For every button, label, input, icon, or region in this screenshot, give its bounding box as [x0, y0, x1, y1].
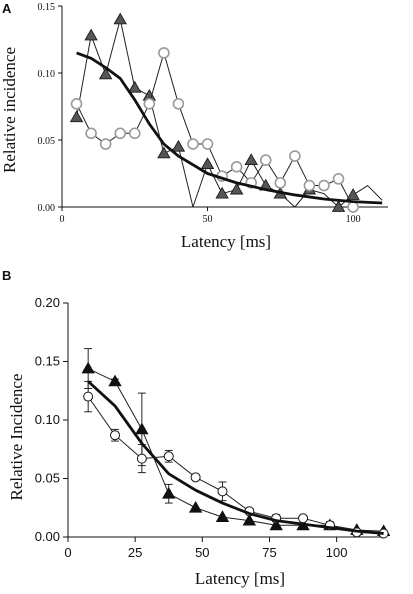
x-tick-label: 25 — [128, 545, 142, 560]
circle-point — [332, 173, 345, 185]
triangle-point — [84, 28, 98, 41]
y-tick-label: 0.05 — [38, 136, 56, 147]
panel-a-letter: A — [2, 1, 12, 16]
triangle-point — [113, 12, 127, 25]
circle-point — [163, 451, 174, 462]
panel-a-axes: 0.00 0.05 0.10 0.15 0 50 100 — [38, 2, 388, 225]
panel-b-letter: B — [2, 268, 11, 283]
circle-point — [289, 150, 301, 162]
circle-point — [201, 138, 214, 150]
circle-point — [128, 127, 141, 140]
triangle-point — [171, 139, 186, 152]
triangle-point — [331, 200, 346, 212]
panel-b-axes: 0.00 0.05 0.10 0.15 0.20 0 25 50 75 100 — [35, 295, 385, 560]
triangle-point — [108, 374, 122, 387]
circle-point — [217, 486, 228, 497]
circle-point — [318, 179, 330, 192]
circle-point — [274, 177, 287, 189]
y-tick-label: 0.15 — [35, 354, 60, 369]
triangle-point — [200, 157, 215, 170]
triangle-point — [162, 486, 176, 499]
triangle-point — [188, 500, 203, 513]
triangle-point — [98, 67, 113, 80]
triangle-point — [242, 513, 257, 526]
circle-point — [136, 453, 147, 464]
triangle-point — [69, 110, 84, 123]
triangle-point — [346, 188, 360, 200]
circle-point — [70, 98, 83, 110]
y-tick-label: 0.10 — [35, 412, 60, 427]
circle-point — [158, 47, 170, 59]
triangle-point — [244, 153, 258, 165]
x-tick-label: 0 — [64, 545, 71, 560]
circle-point — [187, 138, 199, 150]
x-tick-label: 75 — [262, 545, 276, 560]
y-tick-label: 0.20 — [35, 295, 60, 310]
circle-point — [83, 391, 94, 402]
circle-series-line — [87, 396, 384, 534]
panel-a-plot-area — [69, 12, 383, 213]
y-tick-label: 0.00 — [38, 203, 56, 214]
fit-curve — [87, 380, 384, 535]
circle-point — [172, 98, 185, 110]
y-tick-label: 0.00 — [35, 529, 60, 544]
circle-point — [85, 127, 97, 140]
panel-b-x-axis-label: Latency [ms] — [195, 569, 285, 588]
triangle-point — [229, 182, 244, 195]
circle-point — [114, 127, 127, 140]
triangle-point — [81, 361, 95, 374]
panel-a: A 0.00 0.05 0.10 0.15 0 50 100 Latency [ms] Re… — [0, 1, 388, 251]
triangle-point — [128, 80, 142, 93]
triangle-point — [135, 422, 149, 435]
y-tick-label: 0.10 — [38, 69, 56, 80]
fit-curve — [76, 51, 383, 205]
triangle-point — [157, 146, 171, 159]
x-tick-label: 0 — [60, 214, 65, 225]
y-tick-label: 0.15 — [38, 2, 56, 13]
x-tick-label: 50 — [195, 545, 209, 560]
triangle-point — [215, 186, 229, 199]
panel-a-x-axis-label: Latency [ms] — [181, 232, 271, 251]
circle-point — [298, 513, 309, 524]
circle-point — [143, 98, 156, 110]
y-tick-label: 0.05 — [35, 471, 60, 486]
circle-point — [110, 430, 121, 441]
triangle-point — [215, 510, 230, 523]
circle-point — [190, 472, 201, 483]
panel-b-plot-area — [81, 348, 391, 539]
x-tick-label: 100 — [346, 214, 361, 225]
panel-a-y-axis-label: Relative incidence — [0, 47, 19, 173]
circle-point — [259, 154, 272, 166]
x-tick-label: 100 — [326, 545, 348, 560]
circle-point — [347, 201, 359, 213]
x-tick-label: 50 — [203, 214, 213, 225]
panel-b-y-axis-label: Relative Incidence — [7, 374, 26, 501]
circle-point — [303, 179, 316, 192]
triangle-point — [269, 518, 283, 531]
circle-point — [230, 161, 243, 173]
circle-point — [99, 138, 112, 150]
panel-b: B 0.00 0.05 0.10 0.15 0.20 0 25 50 75 100 Latency… — [2, 268, 391, 588]
